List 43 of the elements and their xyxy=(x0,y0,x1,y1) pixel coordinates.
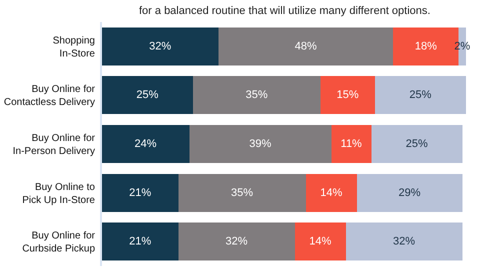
data-label: 25% xyxy=(136,89,159,102)
data-label: 14% xyxy=(320,186,342,199)
data-label: 18% xyxy=(414,40,438,52)
data-label: 32% xyxy=(149,40,172,52)
data-label: 21% xyxy=(129,236,152,248)
data-label: 21% xyxy=(129,186,152,199)
data-label: 25% xyxy=(406,138,428,150)
bar xyxy=(189,124,332,164)
data-label: 39% xyxy=(249,138,272,150)
bar xyxy=(306,174,357,212)
data-label: 14% xyxy=(309,236,332,248)
bar xyxy=(102,174,178,212)
bar xyxy=(178,174,306,212)
bar xyxy=(193,76,320,114)
y-tick-label: Shopping In-Store xyxy=(52,35,96,60)
data-label: 25% xyxy=(409,89,432,102)
chart-subtitle: for a balanced routine that will utilize many different options. xyxy=(139,5,430,17)
bar xyxy=(178,222,295,261)
data-label: 48% xyxy=(294,40,317,52)
bar xyxy=(375,76,466,114)
data-label: 35% xyxy=(231,186,254,199)
bar xyxy=(371,124,462,164)
bar xyxy=(218,27,394,66)
data-label: 32% xyxy=(226,236,248,248)
y-tick-label: Buy Online to Pick Up In-Store xyxy=(22,182,96,206)
data-label: 32% xyxy=(393,236,416,248)
data-label: 15% xyxy=(336,89,359,102)
bar xyxy=(102,222,178,261)
bar xyxy=(320,76,375,114)
data-label: 24% xyxy=(134,138,157,150)
y-tick-label: Buy Online for In-Person Delivery xyxy=(12,133,96,157)
data-label: 29% xyxy=(398,186,421,199)
bar xyxy=(294,222,346,261)
bar xyxy=(102,27,218,66)
y-tick-label: Buy Online for Contactless Delivery xyxy=(4,84,96,108)
bar xyxy=(102,76,193,114)
data-label: 35% xyxy=(246,89,268,102)
bar xyxy=(102,124,190,164)
bar xyxy=(346,222,462,261)
bar xyxy=(356,174,462,212)
data-label: 11% xyxy=(340,138,362,150)
y-tick-label: Buy Online for Curbside Pickup xyxy=(22,230,96,255)
bar xyxy=(331,124,372,164)
